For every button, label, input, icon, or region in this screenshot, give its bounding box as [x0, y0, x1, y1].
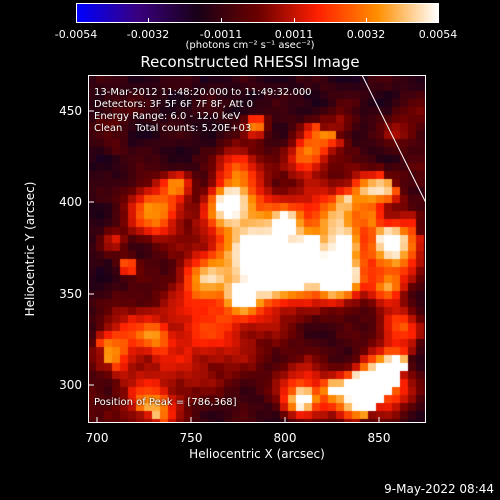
colorbar-tick-label: -0.0011 — [199, 28, 243, 41]
y-tick-label: 450 — [59, 104, 82, 118]
colorbar-tick-label: -0.0032 — [126, 28, 170, 41]
solar-image: 13-Mar-2012 11:48:20.000 to 11:49:32.000… — [88, 75, 426, 423]
detectors-annotation: Detectors: 3F 5F 6F 7F 8F, Att 0 — [94, 99, 254, 110]
colorbar-tickmark — [148, 18, 149, 23]
y-tick-label: 300 — [59, 378, 82, 392]
plot-date: 9-May-2022 08:44 — [384, 482, 494, 496]
colorbar-tickmark — [221, 18, 222, 23]
colorbar-tick-label: -0.0054 — [54, 28, 98, 41]
image-title: Reconstructed RHESSI Image — [140, 53, 360, 71]
colorbar — [76, 3, 439, 23]
method-counts-annotation: Clean Total counts: 5.20E+03 — [94, 123, 252, 134]
time-range-annotation: 13-Mar-2012 11:48:20.000 to 11:49:32.000 — [94, 87, 312, 98]
peak-position-annotation: Position of Peak = [786,368] — [94, 397, 237, 408]
colorbar-tickmark — [438, 18, 439, 23]
solar-limb-line — [361, 75, 426, 204]
y-tick-label: 400 — [59, 195, 82, 209]
colorbar-tick-label: 0.0032 — [346, 28, 386, 41]
x-tick-label: 750 — [179, 431, 203, 445]
colorbar-tick-label: 0.0054 — [418, 28, 458, 41]
solar-image-canvas — [88, 75, 426, 423]
x-tick-label: 800 — [273, 431, 297, 445]
colorbar-tickmark — [76, 18, 77, 23]
solar-limb-overlay — [361, 75, 426, 204]
y-tick-label: 350 — [59, 287, 82, 301]
energy-range-annotation: Energy Range: 6.0 - 12.0 keV — [94, 111, 241, 122]
colorbar-tickmark — [366, 18, 367, 23]
x-tick-label: 700 — [85, 431, 109, 445]
colorbar-tick-label: 0.0011 — [274, 28, 314, 41]
colorbar-units: (photons cm⁻² s⁻¹ asec⁻²) — [185, 40, 315, 51]
y-axis-label: Heliocentric Y (arcsec) — [23, 181, 37, 317]
x-tick-label: 850 — [367, 431, 391, 445]
colorbar-tickmark — [294, 18, 295, 23]
x-axis-label: Heliocentric X (arcsec) — [189, 447, 325, 461]
